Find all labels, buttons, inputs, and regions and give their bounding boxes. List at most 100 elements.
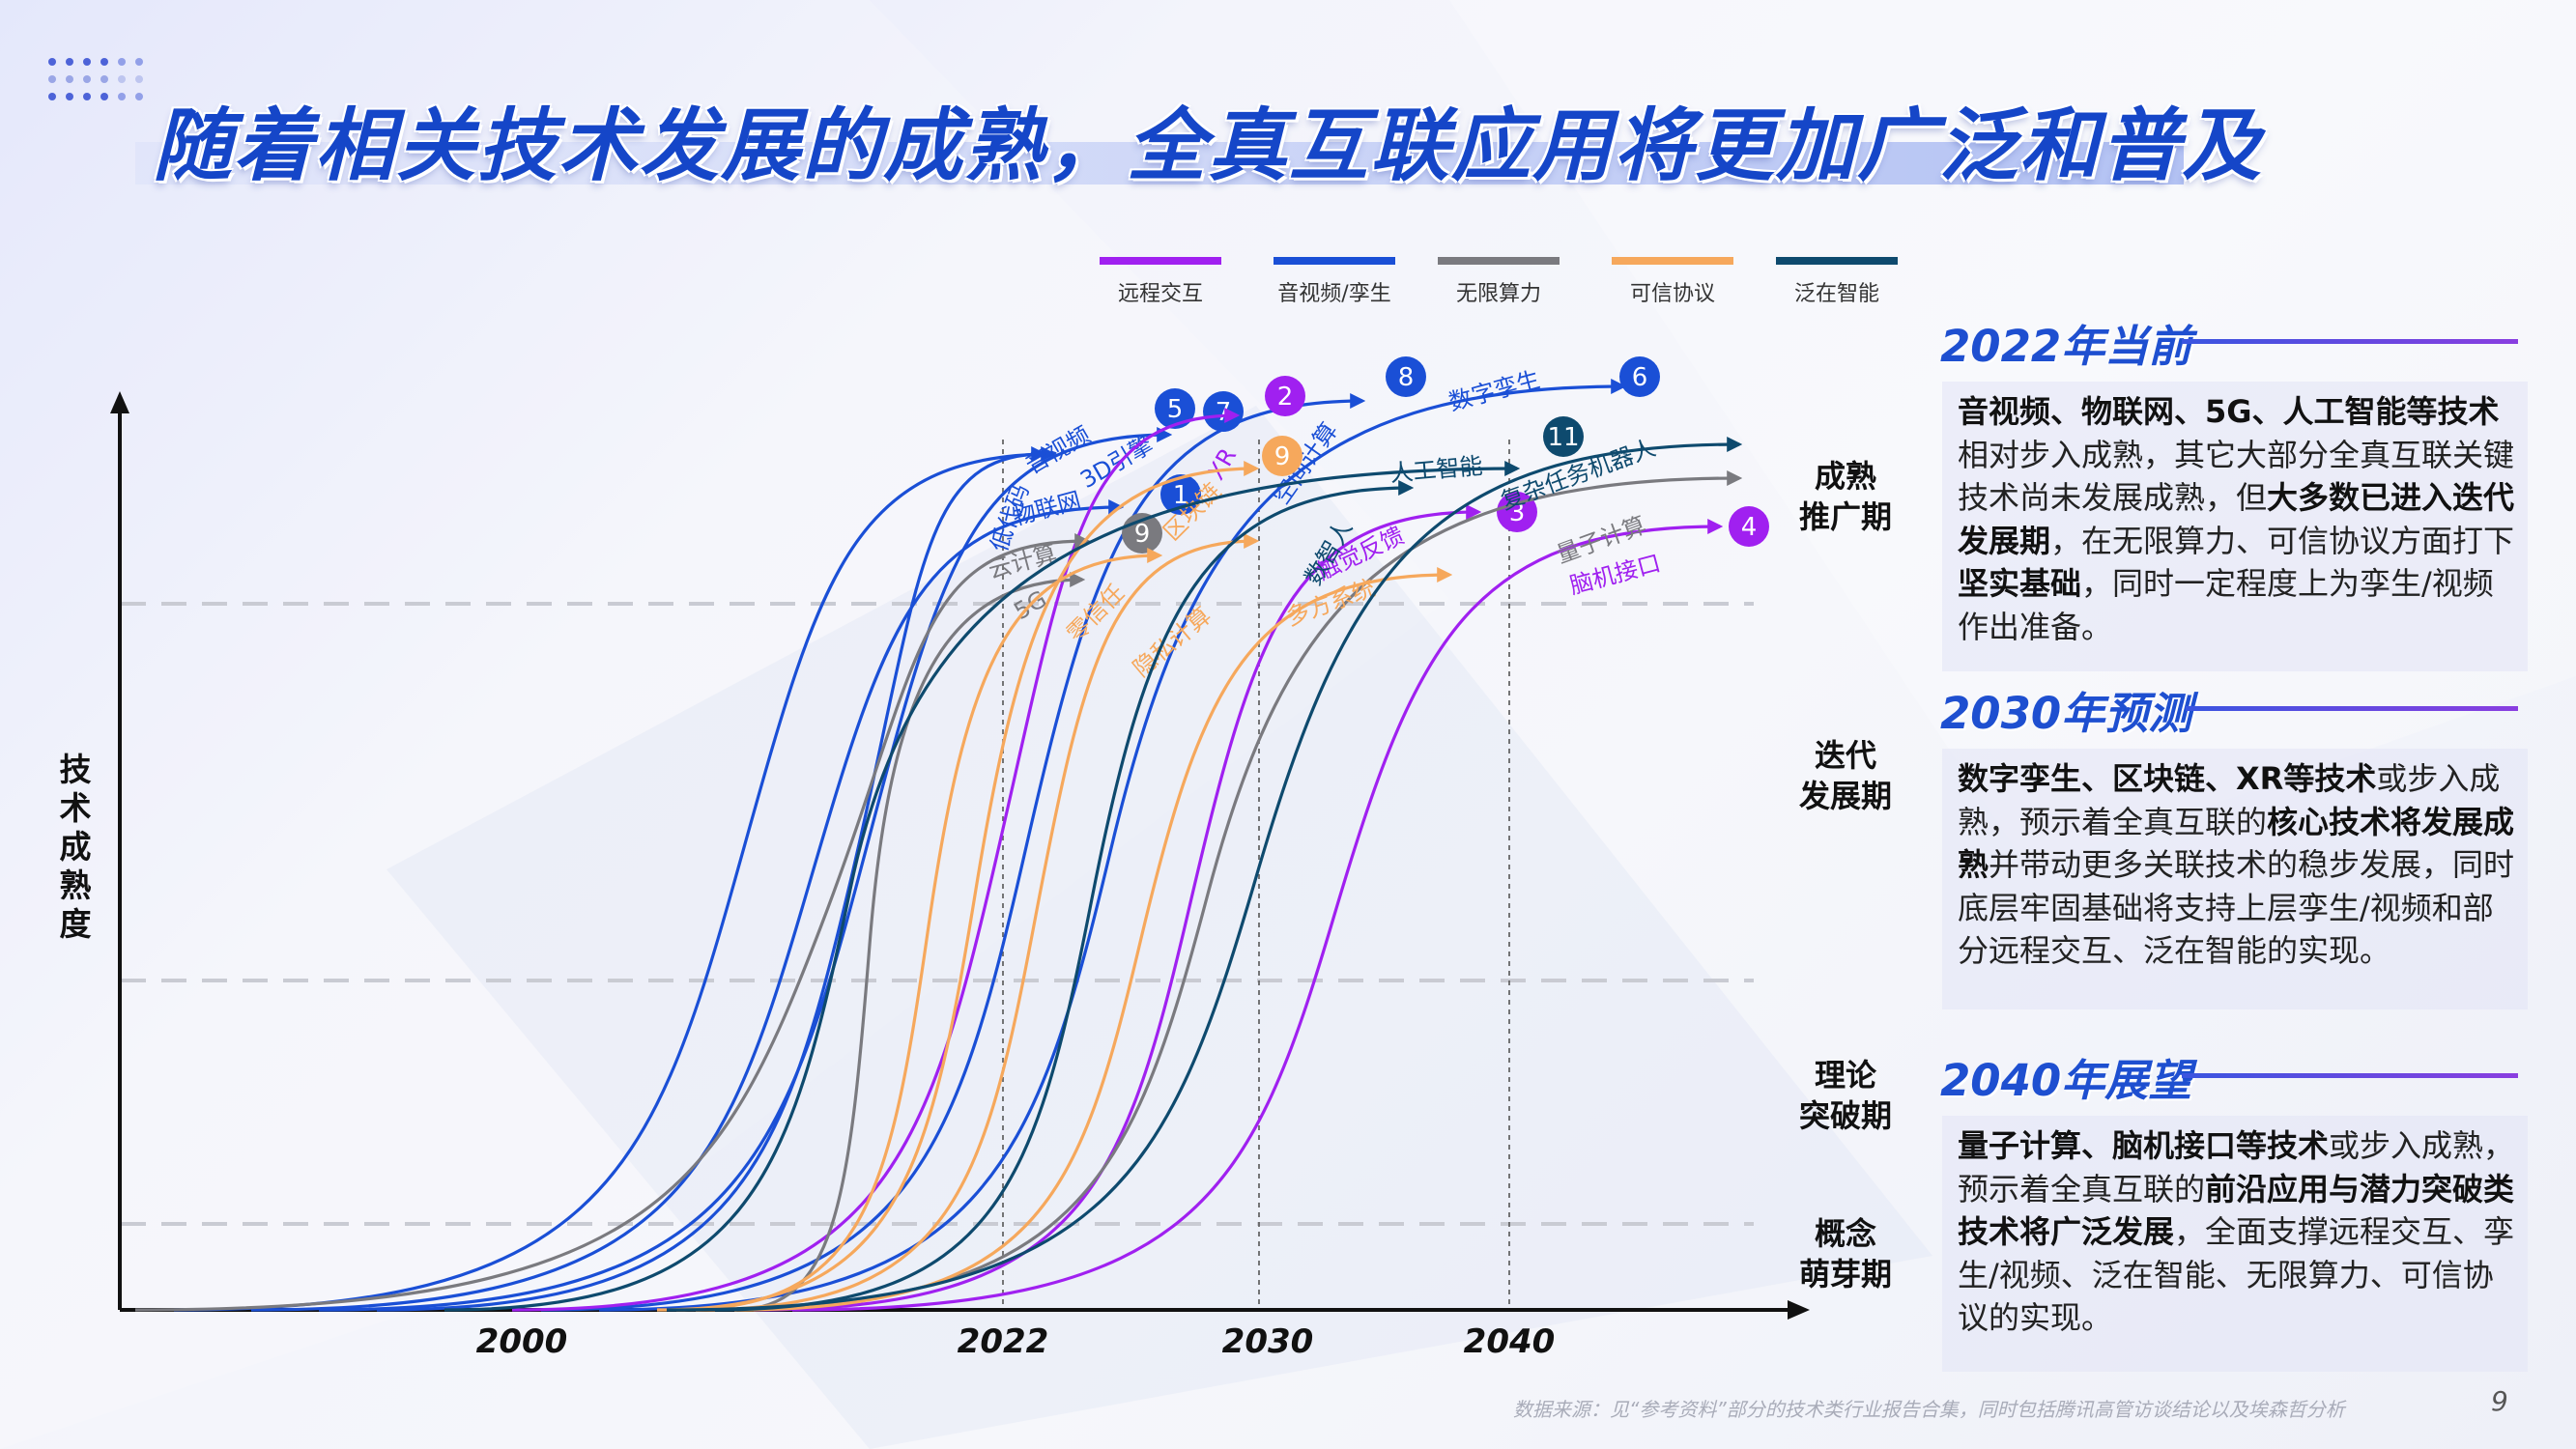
legend-swatch [1274, 257, 1395, 265]
series-curve [173, 446, 1057, 1312]
data-source-note: 数据来源：见“参考资料”部分的技术类行业报告合集，同时包括腾讯高管访谈结论以及埃… [1513, 1398, 2345, 1421]
level-label-line1: 成熟 [1815, 458, 1876, 495]
level-label-line1: 理论 [1815, 1057, 1877, 1094]
series-curve [250, 499, 1125, 1312]
panel-body-2022: 音视频、物联网、5G、人工智能等技术相对步入成熟，其它大部分全真互联关键技术尚未… [1958, 390, 2524, 648]
decor-dot [48, 58, 56, 66]
series-curve [714, 480, 1415, 1312]
panel-heading-2040: 2040年展望 [1940, 1055, 2192, 1106]
legend-swatch [1100, 257, 1221, 265]
decor-dot [66, 75, 73, 83]
legend-swatch [1776, 257, 1898, 265]
decor-dot [118, 75, 126, 83]
series-curve [598, 379, 1627, 1312]
series-curve [733, 572, 1086, 1312]
y-axis-label-char: 术 [60, 789, 92, 827]
series-curve [695, 533, 1260, 1312]
panel-rule-2040 [2182, 1073, 2518, 1078]
panel-text-segment: 大多数已进入迭代发展期 [1958, 479, 2515, 559]
page-title: 随着相关技术发展的成熟，全真互联应用将更加广泛和普及 [153, 100, 2263, 192]
panel-heading-2022: 2022年当前 [1940, 321, 2192, 372]
panel-2030-bg [1942, 749, 2528, 1009]
series-badge-number: 5 [1167, 395, 1184, 424]
series-label: XR [1202, 443, 1242, 485]
panel-text-segment: 核心技术将发展成熟 [1958, 803, 2515, 884]
x-tick-label: 2040 [1464, 1322, 1556, 1361]
series-label: 多方系统 [1282, 574, 1379, 631]
series-badge-number: 8 [1398, 363, 1415, 392]
decor-dot [83, 58, 91, 66]
y-axis-label-char: 度 [60, 905, 92, 943]
series-curve [444, 461, 1521, 1312]
series-badge-number: 6 [1632, 363, 1648, 392]
legend-label: 可信协议 [1630, 282, 1715, 306]
decor-dot [100, 75, 108, 83]
y-axis-label-char: 成 [60, 828, 92, 866]
decor-dot [135, 75, 143, 83]
panel-body-2030: 数字孪生、区块链、XR等技术或步入成熟，预示着全真互联的核心技术将发展成熟并带动… [1958, 757, 2524, 973]
level-label-line2: 突破期 [1799, 1097, 1892, 1134]
series-label: 数字孪生 [1446, 366, 1543, 416]
decor-dot [118, 58, 126, 66]
level-label-line2: 推广期 [1799, 498, 1892, 535]
panel-rule-2030 [2186, 706, 2518, 711]
level-label-line1: 概念 [1815, 1215, 1876, 1252]
series-badge-number: 9 [1134, 520, 1151, 549]
series-curve [540, 393, 1366, 1312]
panel-text-segment: 坚实基础 [1958, 565, 2082, 602]
panel-text-segment: ，在无限算力、可信协议方面打下 [2050, 522, 2515, 559]
y-axis-arrow [110, 391, 129, 413]
series-curve [695, 470, 1743, 1312]
series-badge [1619, 356, 1660, 397]
series-badge-number: 9 [1274, 442, 1291, 471]
series-label: 人工智能 [1388, 452, 1483, 487]
series-curve [318, 427, 1173, 1312]
legend-label: 泛在智能 [1794, 282, 1879, 306]
series-badge [1543, 416, 1584, 457]
level-label-line2: 萌芽期 [1799, 1256, 1892, 1293]
panel-text-segment: ，同时一定程度上为孪生/视频作出准备。 [1958, 565, 2494, 645]
series-curve [666, 437, 1743, 1312]
panel-text-segment: 数字孪生、区块链、XR等技术 [1958, 760, 2377, 797]
legend-label: 无限算力 [1456, 282, 1541, 306]
series-badge-number: 11 [1547, 423, 1579, 452]
legend-label: 音视频/孪生 [1277, 282, 1390, 306]
panel-text-segment: 音视频、物联网、5G、人工智能等技术 [1958, 393, 2500, 430]
series-curve [656, 461, 1260, 1312]
decor-dot [135, 58, 143, 66]
series-curve [675, 548, 1163, 1312]
series-badge-number: 1 [1173, 481, 1189, 510]
level-label-line2: 发展期 [1799, 778, 1892, 814]
panel-2022-bg [1942, 382, 2528, 671]
x-tick-label: 2000 [476, 1322, 568, 1361]
series-curve [511, 408, 1241, 1312]
series-badge-number: 2 [1277, 383, 1294, 412]
decor-dot [83, 75, 91, 83]
dots-decoration [48, 58, 143, 100]
x-tick-label: 2022 [958, 1322, 1049, 1361]
y-axis-label-char: 技 [60, 751, 92, 788]
series-curve [791, 519, 1724, 1312]
series-badge-number: 7 [1216, 398, 1232, 427]
decor-dot [118, 93, 126, 100]
decor-dot [66, 58, 73, 66]
panel-heading-2030: 2030年预测 [1940, 688, 2192, 739]
series-badge [1155, 388, 1195, 429]
panel-text-segment: 前沿应用与潜力突破类技术将广泛发展 [1958, 1170, 2515, 1251]
panel-text-segment: 或步入成熟，预示着全真互联的 [1958, 760, 2501, 840]
panel-rule-2022 [2182, 339, 2518, 344]
series-curve [376, 446, 1047, 1312]
panel-body-2040: 量子计算、脑机接口等技术或步入成熟，预示着全真互联的前沿应用与潜力突破类技术将广… [1958, 1124, 2524, 1340]
decor-dot [100, 93, 108, 100]
panel-text-segment: 相对步入成熟，其它大部分全真互联关键技术尚未发展成熟，但 [1958, 436, 2515, 517]
page-number: 9 [2491, 1385, 2508, 1417]
panel-text-segment: 并带动更多关联技术的稳步发展，同时底层牢固基础将支持上层孪生/视频和部分远程交互… [1958, 846, 2515, 969]
series-label: 隐私计算 [1128, 602, 1216, 682]
series-badge [1265, 376, 1305, 416]
title-underline [135, 142, 2184, 185]
decor-dot [100, 58, 108, 66]
decor-dot [66, 93, 73, 100]
decor-dot [48, 93, 56, 100]
level-label-line1: 迭代 [1815, 737, 1876, 774]
